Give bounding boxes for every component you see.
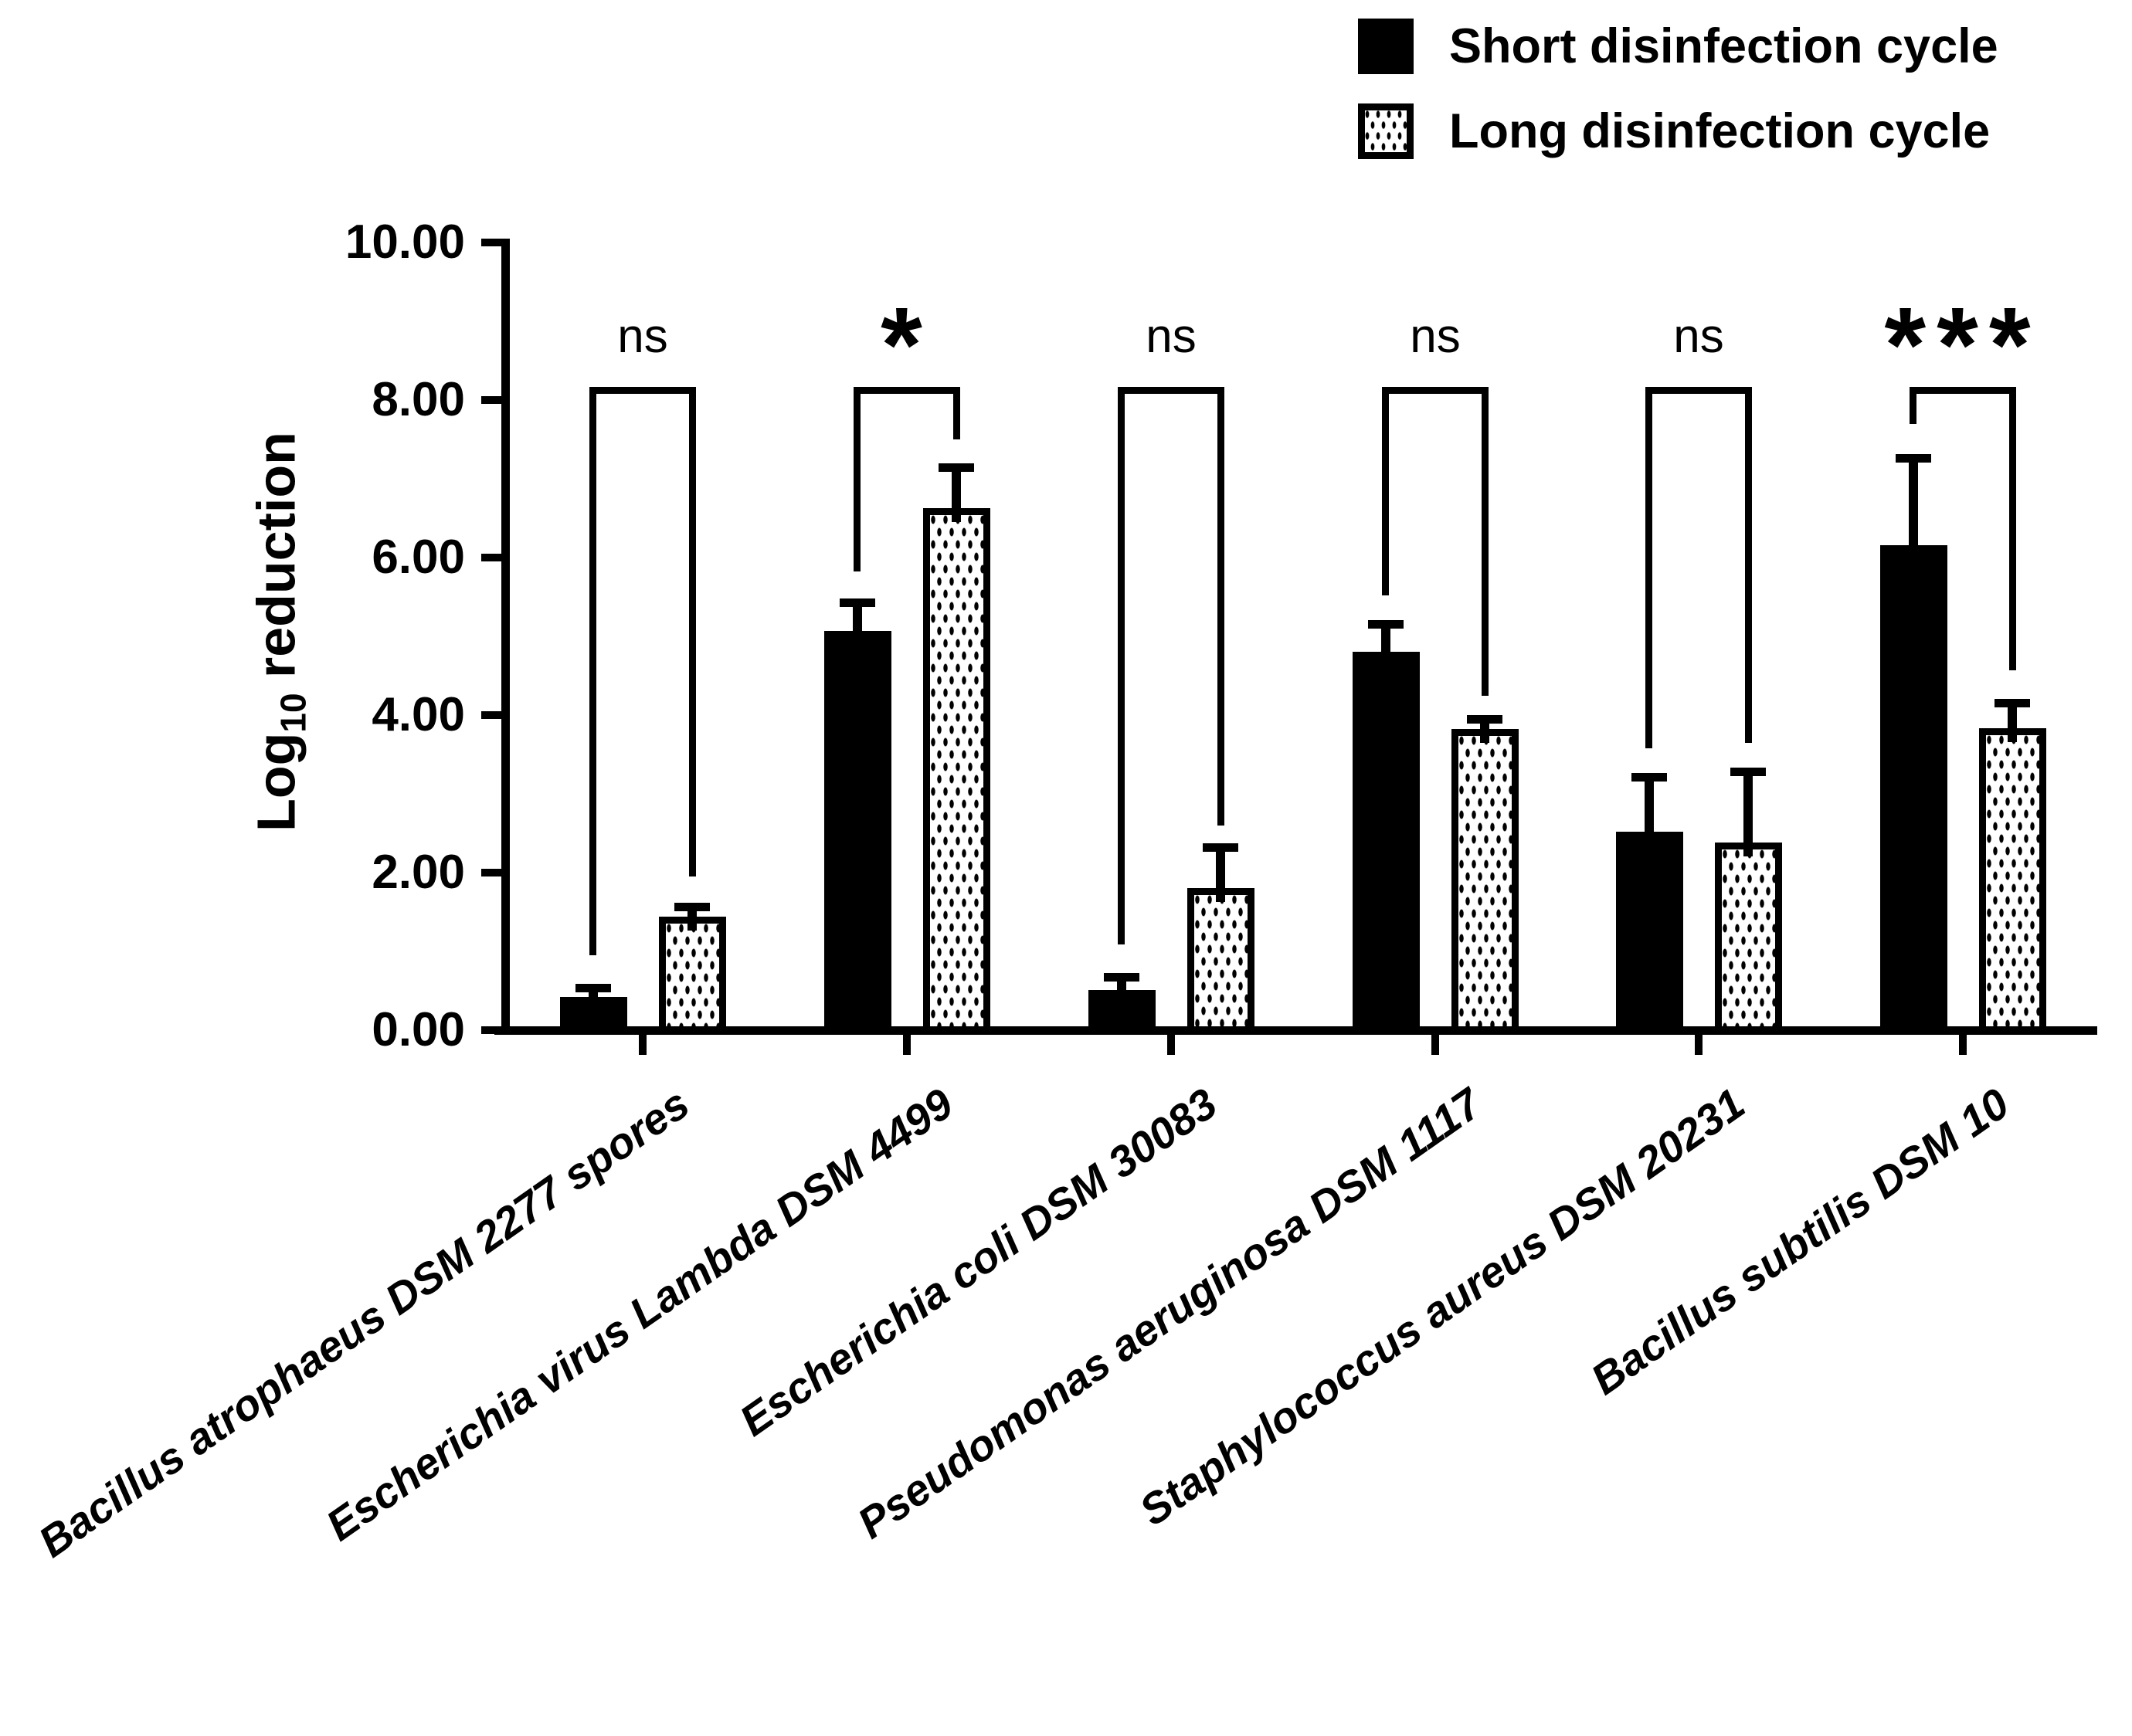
error-bar-line [1909,458,1918,559]
error-bar-line [1480,719,1489,743]
error-bar-cap [1730,768,1766,776]
significance-bracket-arm-left [854,387,861,571]
significance-label: ns [1146,310,1197,363]
significance-bracket-top [1910,387,2016,394]
y-axis-tick [481,554,501,561]
x-axis-label: Bacillus subtilis DSM 10 [1581,1078,2018,1404]
significance-label: ns [1673,310,1724,363]
significance-bracket-arm-left [1910,387,1916,424]
significance-label: * [881,286,933,405]
error-bar-cap [674,903,710,911]
significance-bracket-arm-left [1645,387,1652,748]
error-bar-line [1743,771,1753,856]
x-axis-tick [1695,1035,1703,1055]
error-bar-line [589,988,598,1011]
bar-long-cycle [1451,729,1519,1033]
bar-short-cycle [1615,832,1683,1033]
y-axis-tick-label: 4.00 [372,688,465,741]
error-bar-line [2008,703,2017,742]
y-axis-title-main: Log [246,732,307,832]
legend-item-long: Long disinfection cycle [1358,103,1998,159]
error-bar-line [853,602,862,645]
legend-label-short: Short disinfection cycle [1449,19,1998,73]
error-bar-line [1381,624,1390,666]
error-bar-cap [575,984,611,992]
significance-label: *** [1884,286,2042,405]
significance-bracket-arm-left [1118,387,1125,944]
error-bar-cap [1203,843,1238,852]
error-bar-cap [1467,715,1502,724]
y-axis-tick [481,239,501,246]
error-bar-cap [840,598,875,607]
significance-bracket-arm-right [1217,387,1224,826]
significance-bracket-arm-right [1482,387,1489,696]
significance-bracket-top [854,387,960,394]
significance-label: ns [617,310,668,363]
y-axis-tick [481,1026,501,1034]
legend-swatch-dotted-white [1358,103,1414,159]
bar-long-cycle [1187,888,1254,1033]
y-axis-title: Log10 reduction [246,432,314,832]
bar-long-cycle [1714,843,1782,1033]
y-axis-tick-label: 0.00 [372,1003,465,1056]
y-axis-line [501,239,510,1035]
error-bar-cap [1995,699,2030,707]
y-axis-tick-label: 2.00 [372,846,465,899]
bar-long-cycle [1978,728,2046,1033]
x-axis-tick [903,1035,911,1055]
error-bar-line [1117,977,1126,1004]
significance-bracket-top [1645,387,1752,394]
bar-short-cycle [823,631,891,1033]
significance-bracket-arm-right [2009,387,2016,670]
x-axis-tick [1431,1035,1439,1055]
error-bar-cap [1896,454,1931,463]
error-bar-cap [939,463,974,472]
y-axis-tick [481,711,501,719]
x-axis-tick [1167,1035,1175,1055]
y-axis-tick-label: 10.00 [345,215,465,269]
error-bar-line [952,467,961,522]
significance-label: ns [1410,310,1461,363]
legend: Short disinfection cycle Long disinfecti… [1358,19,1998,159]
error-bar-cap [1104,973,1139,982]
legend-item-short: Short disinfection cycle [1358,19,1998,74]
error-bar-line [687,907,697,931]
legend-label-long: Long disinfection cycle [1449,104,1991,158]
bar-long-cycle [922,508,990,1033]
significance-bracket-top [1382,387,1489,394]
y-axis-tick-label: 8.00 [372,373,465,426]
y-axis-tick [481,869,501,876]
significance-bracket-top [589,387,696,394]
legend-swatch-solid-black [1358,19,1414,74]
error-bar-line [1645,777,1654,846]
bar-short-cycle [1352,652,1420,1033]
error-bar-cap [1368,620,1404,629]
significance-bracket-arm-left [1382,387,1389,595]
error-bar-cap [1631,773,1667,782]
x-axis-tick [1959,1035,1967,1055]
significance-bracket-arm-left [589,387,596,955]
significance-bracket-top [1118,387,1224,394]
bar-short-cycle [1879,545,1947,1033]
significance-bracket-arm-right [1745,387,1752,743]
y-axis-tick-label: 6.00 [372,531,465,584]
y-axis-tick [481,396,501,404]
error-bar-line [1216,847,1225,902]
significance-bracket-arm-right [689,387,696,876]
x-axis-line [494,1026,2097,1035]
bar-long-cycle [658,917,726,1033]
x-axis-label: Escherichia coli DSM 30083 [731,1078,1226,1446]
significance-bracket-arm-right [953,387,960,439]
x-axis-tick [639,1035,647,1055]
